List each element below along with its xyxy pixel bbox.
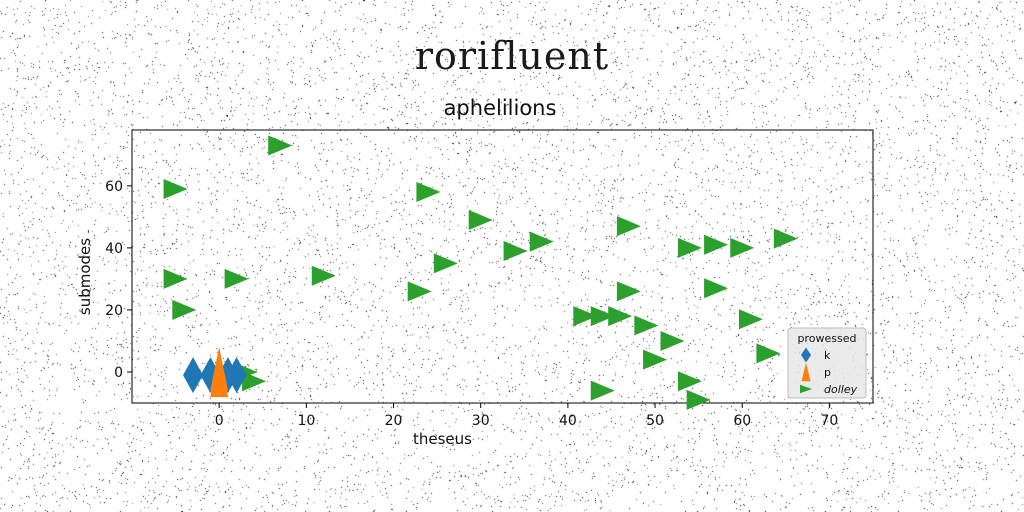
legend-label-dolley: dolley: [824, 383, 858, 396]
y-tick-label: 40: [105, 241, 123, 257]
data-point-dolley: [677, 371, 702, 392]
y-tick-label: 0: [114, 365, 123, 381]
chart-title: aphelilions: [443, 96, 557, 120]
data-point-dolley: [224, 268, 249, 289]
legend-marker-k: [801, 347, 811, 363]
x-tick-label: 0: [215, 413, 224, 429]
data-point-dolley: [616, 281, 641, 302]
data-point-dolley: [608, 306, 633, 327]
data-point-dolley: [738, 309, 763, 330]
data-point-dolley: [242, 371, 267, 392]
y-tick-label: 20: [105, 303, 123, 319]
data-point-dolley: [686, 389, 711, 410]
y-axis-label: submodes: [76, 238, 94, 315]
x-tick-label: 60: [733, 413, 751, 429]
data-point-dolley: [503, 240, 528, 261]
data-point-dolley: [311, 265, 336, 286]
legend-label-p: p: [824, 366, 831, 379]
data-point-dolley: [704, 278, 729, 299]
data-point-dolley: [730, 237, 755, 258]
legend-title: prowessed: [798, 332, 857, 345]
x-tick-label: 70: [820, 413, 838, 429]
data-point-k: [226, 357, 247, 394]
y-tick-label: 60: [105, 179, 123, 195]
data-point-dolley: [773, 228, 798, 249]
data-point-dolley: [756, 343, 781, 364]
data-point-dolley: [643, 349, 668, 370]
data-point-dolley: [704, 234, 729, 255]
data-point-k: [183, 357, 204, 394]
data-point-dolley: [416, 182, 441, 203]
data-point-dolley: [172, 299, 197, 320]
x-axis-label: theseus: [413, 430, 472, 448]
legend-marker-dolley: [800, 384, 812, 394]
figure-title: rorifluent: [414, 34, 610, 78]
data-point-dolley: [529, 231, 554, 252]
legend-marker-p: [801, 362, 811, 382]
data-point-dolley: [573, 306, 598, 327]
data-point-dolley: [590, 306, 615, 327]
data-point-dolley: [677, 237, 702, 258]
x-tick-label: 30: [472, 413, 490, 429]
data-point-dolley: [268, 135, 293, 156]
x-tick-label: 20: [385, 413, 403, 429]
data-point-dolley: [163, 178, 188, 199]
data-point-p: [210, 353, 229, 398]
x-tick-label: 40: [559, 413, 577, 429]
x-tick-label: 10: [297, 413, 315, 429]
x-tick-label: 50: [646, 413, 664, 429]
legend-label-k: k: [824, 349, 831, 362]
data-point-dolley: [660, 330, 685, 351]
data-point-dolley: [433, 253, 458, 274]
data-point-dolley: [616, 216, 641, 237]
data-point-dolley: [468, 209, 493, 230]
data-point-dolley: [590, 380, 615, 401]
data-point-dolley: [634, 315, 659, 336]
plot-frame: [131, 129, 874, 404]
data-point-dolley: [163, 268, 188, 289]
data-point-dolley: [407, 281, 432, 302]
